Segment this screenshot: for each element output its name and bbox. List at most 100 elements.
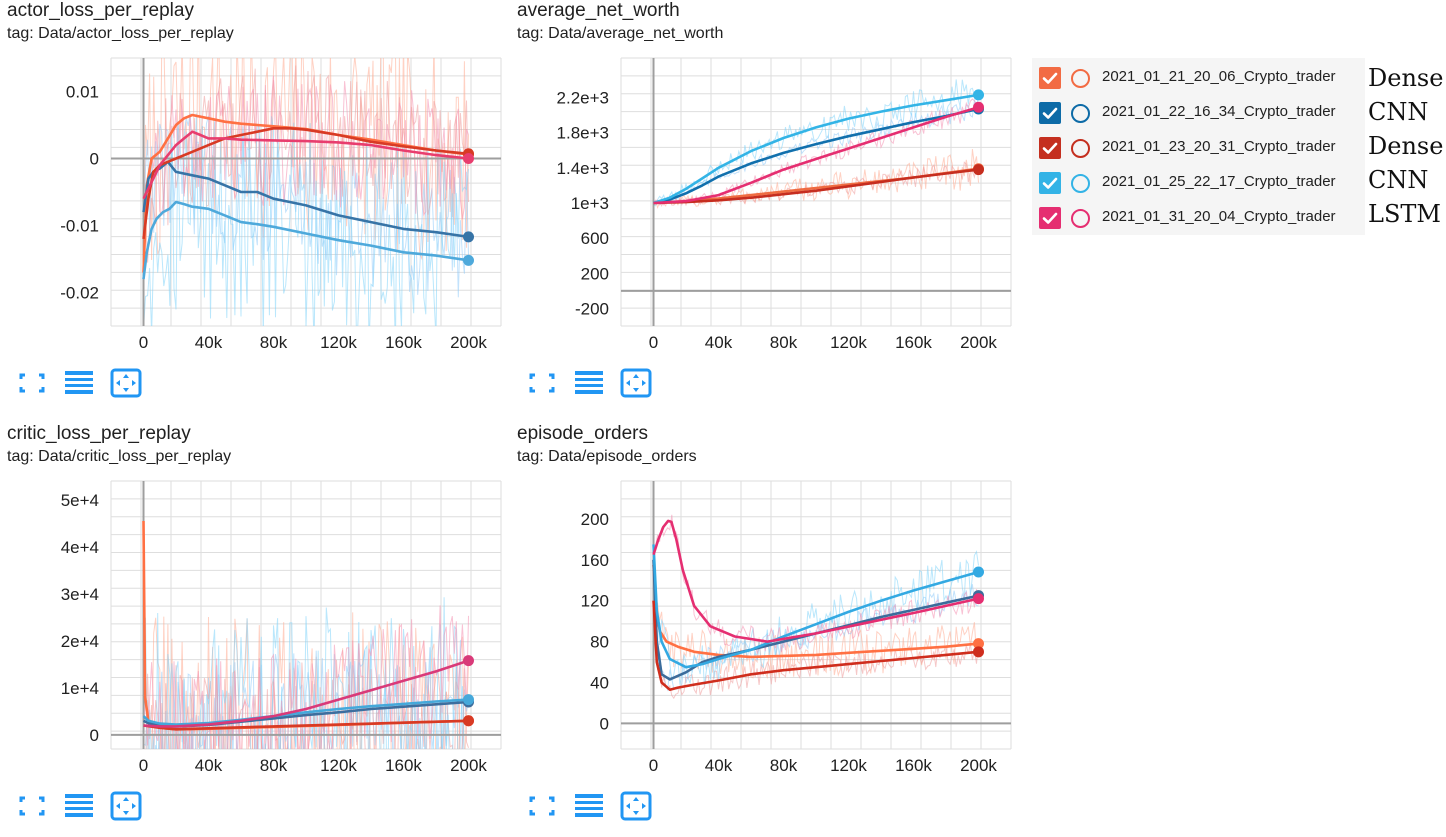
series-end-point[interactable] [973,164,984,176]
series-end-point[interactable] [973,593,984,605]
fit-domain-icon[interactable] [620,791,652,821]
data-list-icon[interactable] [63,368,95,398]
run-name: 2021_01_22_16_34_Crypto_trader [1102,103,1336,120]
x-tick-label: 80k [260,756,288,775]
legend-row-run-3[interactable]: 2021_01_25_22_17_Crypto_trader [1032,164,1365,198]
chart-tag: tag: Data/average_net_worth [517,25,724,42]
y-tick-label: 200 [581,510,609,529]
x-tick-label: 160k [385,756,422,775]
chart-card-critic-loss: critic_loss_per_replay tag: Data/critic_… [0,423,505,837]
fit-domain-icon[interactable] [110,791,142,821]
legend-row-run-0[interactable]: 2021_01_21_20_06_Crypto_trader [1032,59,1365,93]
model-label-run-4: LSTM [1368,200,1441,228]
series-end-point[interactable] [463,694,474,706]
y-tick-label: 4e+4 [61,538,99,557]
chart-plot-actor-loss[interactable]: 0 40k 80k 120k 160k 200k 0.01 0 -0.01 -0.02 [0,50,505,360]
run-color-ring-icon[interactable] [1071,209,1090,228]
series-3[interactable] [652,544,985,669]
x-axis-ticks: 0 40k 80k 120k 160k 200k [649,333,998,352]
raw-trace [143,659,469,749]
series-2[interactable] [653,164,985,205]
fullscreen-icon[interactable] [16,368,48,398]
series-4[interactable] [652,519,985,643]
series-line [653,93,979,205]
run-color-ring-icon[interactable] [1071,174,1090,193]
chart-title: critic_loss_per_replay [7,423,191,444]
run-color-ring-icon[interactable] [1071,69,1090,88]
series-end-point[interactable] [463,254,474,266]
series-2[interactable] [143,715,475,731]
chart-tag: tag: Data/episode_orders [517,448,697,465]
series-4[interactable] [143,655,475,728]
fit-domain-icon[interactable] [620,368,652,398]
run-name: 2021_01_31_20_04_Crypto_trader [1102,208,1336,225]
raw-trace [143,597,465,749]
y-tick-label: 600 [581,229,609,248]
y-axis-ticks: 5e+4 4e+4 3e+4 2e+4 1e+4 0 [61,491,99,745]
data-list-icon[interactable] [573,791,605,821]
chart-card-actor-loss: actor_loss_per_replay tag: Data/actor_lo… [0,0,505,410]
raw-trace [143,113,469,326]
series-end-point[interactable] [463,153,474,164]
y-tick-label: 0 [90,150,99,169]
run-checkbox[interactable] [1039,137,1061,159]
y-tick-label: 1e+3 [571,194,609,213]
series-end-point[interactable] [973,89,984,101]
chart-plot-episode-orders[interactable]: 0 40k 80k 120k 160k 200k 200 160 120 80 40 0 [510,473,1015,783]
run-name: 2021_01_21_20_06_Crypto_trader [1102,68,1336,85]
data-list-icon[interactable] [63,791,95,821]
y-tick-label: 40 [590,674,609,693]
run-checkbox[interactable] [1039,67,1061,89]
y-tick-label: 160 [581,551,609,570]
x-tick-label: 40k [705,756,733,775]
series-line [653,105,979,205]
series-0[interactable] [652,564,985,659]
series-line [652,519,979,643]
x-tick-label: 0 [139,333,148,352]
raw-trace [653,603,979,700]
series-end-point[interactable] [463,231,474,243]
legend-row-run-4[interactable]: 2021_01_31_20_04_Crypto_trader [1032,199,1365,233]
chart-plot-critic-loss[interactable]: 0 40k 80k 120k 160k 200k 5e+4 4e+4 3e+4 2e+4 1e+4 0 [0,473,505,783]
legend-row-run-2[interactable]: 2021_01_23_20_31_Crypto_trader [1032,129,1365,163]
y-tick-label: 2e+4 [61,632,99,651]
run-checkbox[interactable] [1039,207,1061,229]
series-end-point[interactable] [973,101,984,113]
x-tick-label: 200k [960,333,997,352]
series-end-point[interactable] [973,646,984,658]
x-tick-label: 120k [320,333,357,352]
series-4[interactable] [653,101,985,205]
series-end-point[interactable] [973,638,984,650]
run-color-ring-icon[interactable] [1071,104,1090,123]
run-checkbox[interactable] [1039,102,1061,124]
legend-row-run-1[interactable]: 2021_01_22_16_34_Crypto_trader [1032,94,1365,128]
series-3[interactable] [142,200,475,280]
x-tick-label: 80k [260,333,288,352]
series-end-point[interactable] [463,715,474,727]
chart-title: average_net_worth [517,0,680,21]
series-end-point[interactable] [463,655,474,667]
series-1[interactable] [142,160,475,243]
fit-domain-icon[interactable] [110,368,142,398]
model-label-run-2: Dense [1368,132,1444,160]
chart-card-average-net-worth: average_net_worth tag: Data/average_net_… [510,0,1015,410]
y-tick-label: 3e+4 [61,585,99,604]
y-tick-label: -0.01 [60,217,99,236]
series-4[interactable] [142,130,475,200]
x-axis-ticks: 0 40k 80k 120k 160k 200k [139,333,488,352]
y-tick-label: 1.4e+3 [557,159,609,178]
x-tick-label: 80k [770,333,798,352]
x-axis-ticks: 0 40k 80k 120k 160k 200k [139,756,488,775]
fullscreen-icon[interactable] [16,791,48,821]
run-checkbox[interactable] [1039,172,1061,194]
series-3[interactable] [653,89,985,205]
run-color-ring-icon[interactable] [1071,139,1090,158]
fullscreen-icon[interactable] [526,368,558,398]
y-axis-ticks: 0.01 0 -0.01 -0.02 [60,83,99,303]
chart-plot-average-net-worth[interactable]: 0 40k 80k 120k 160k 200k 2.2e+3 1.8e+3 1.4e+3 1e+… [510,50,1015,360]
data-list-icon[interactable] [573,368,605,398]
series-2[interactable] [652,600,985,691]
series-end-point[interactable] [973,566,984,578]
x-tick-label: 0 [649,333,658,352]
fullscreen-icon[interactable] [526,791,558,821]
